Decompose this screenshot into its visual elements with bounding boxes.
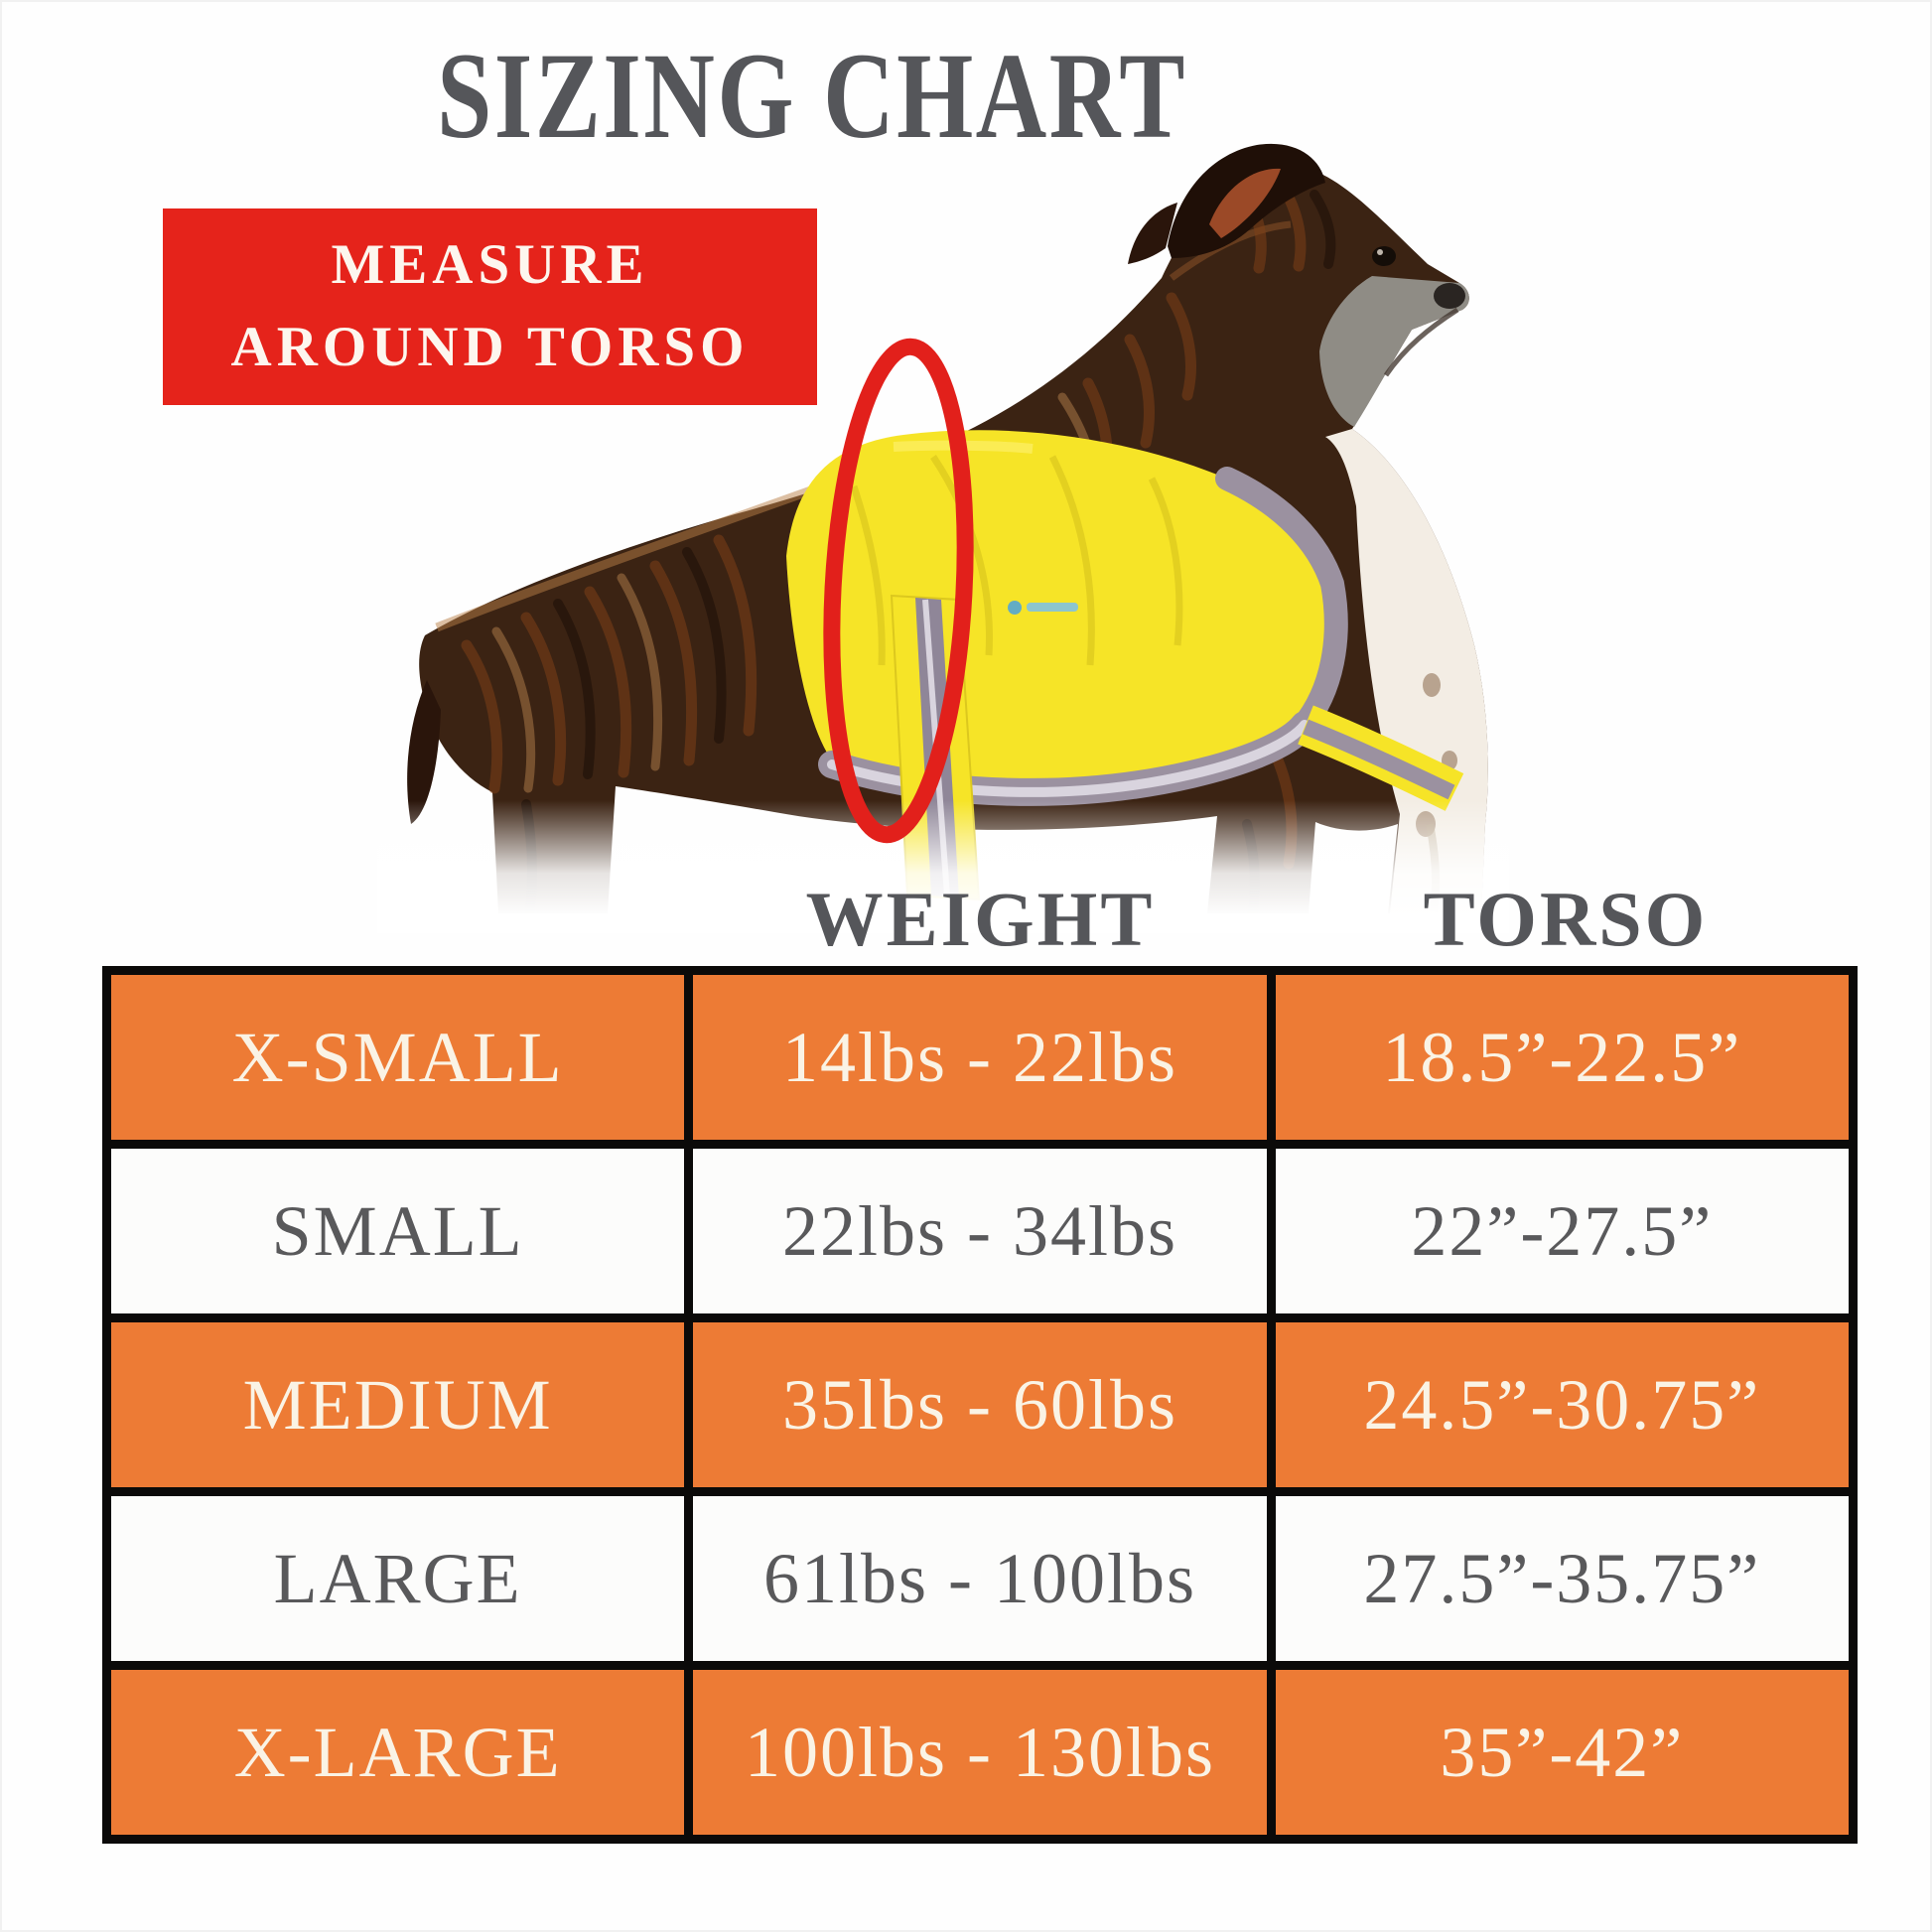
- torso-cell-xsmall: 18.5”-22.5”: [1275, 975, 1849, 1140]
- size-cell-small: SMALL: [111, 1149, 685, 1313]
- torso-cell-small: 22”-27.5”: [1275, 1149, 1849, 1313]
- torso-cell-large: 27.5”-35.75”: [1275, 1496, 1849, 1661]
- size-cell-large: LARGE: [111, 1496, 685, 1661]
- measure-callout-line1: MEASURE: [331, 233, 649, 297]
- dog-with-hi-vis-vest-icon: [407, 143, 1488, 913]
- torso-cell-xlarge: 35”-42”: [1275, 1670, 1849, 1835]
- column-header-weight: WEIGHT: [805, 876, 1156, 962]
- vest-logo-icon: [1008, 601, 1078, 615]
- measure-callout-line2: AROUND TORSO: [230, 316, 750, 378]
- weight-cell-small: 22lbs - 34lbs: [693, 1149, 1267, 1313]
- size-table: X-SMALL 14lbs - 22lbs 18.5”-22.5” SMALL …: [102, 966, 1858, 1844]
- dog-illustration: [377, 129, 1509, 913]
- weight-cell-xlarge: 100lbs - 130lbs: [693, 1670, 1267, 1835]
- measuring-ring-icon: [769, 313, 1028, 869]
- column-header-torso: TORSO: [1423, 876, 1709, 962]
- weight-cell-large: 61lbs - 100lbs: [693, 1496, 1267, 1661]
- photo-fade: [377, 800, 1509, 933]
- measure-callout: MEASURE AROUND TORSO: [163, 208, 817, 405]
- size-cell-xlarge: X-LARGE: [111, 1670, 685, 1835]
- size-cell-xsmall: X-SMALL: [111, 975, 685, 1140]
- torso-cell-medium: 24.5”-30.75”: [1275, 1322, 1849, 1487]
- weight-cell-medium: 35lbs - 60lbs: [693, 1322, 1267, 1487]
- page-title: SIZING CHART: [437, 28, 1187, 164]
- weight-cell-xsmall: 14lbs - 22lbs: [693, 975, 1267, 1140]
- size-cell-medium: MEDIUM: [111, 1322, 685, 1487]
